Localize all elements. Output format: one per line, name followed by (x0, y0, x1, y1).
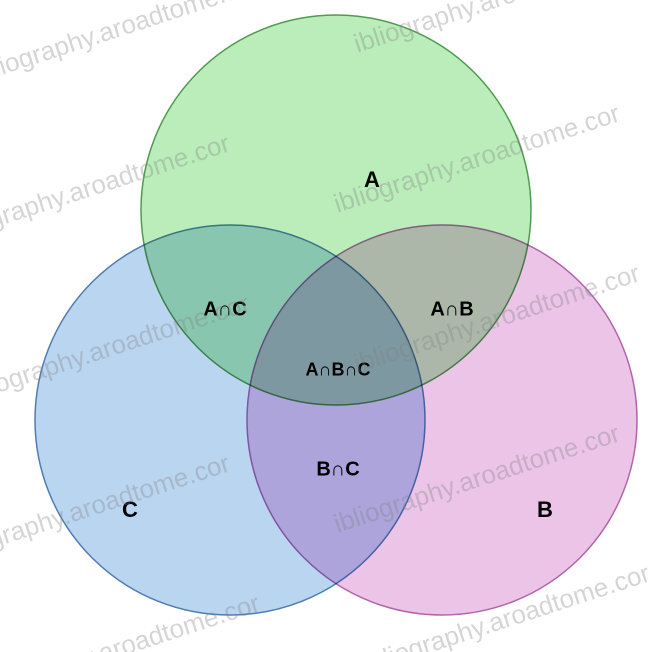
label-BC: B∩C (316, 459, 359, 482)
venn-circle-group (35, 15, 637, 615)
circle-B (247, 225, 637, 615)
label-AC: A∩C (203, 299, 246, 322)
label-B: B (537, 497, 553, 523)
label-AB: A∩B (430, 299, 473, 322)
venn-stage: A A∩C A∩B A∩B∩C B∩C C B ibliography.aroa… (0, 0, 672, 652)
label-C: C (122, 497, 138, 523)
label-A: A (364, 167, 380, 193)
venn-svg (0, 0, 672, 652)
label-ABC: A∩B∩C (306, 360, 371, 381)
